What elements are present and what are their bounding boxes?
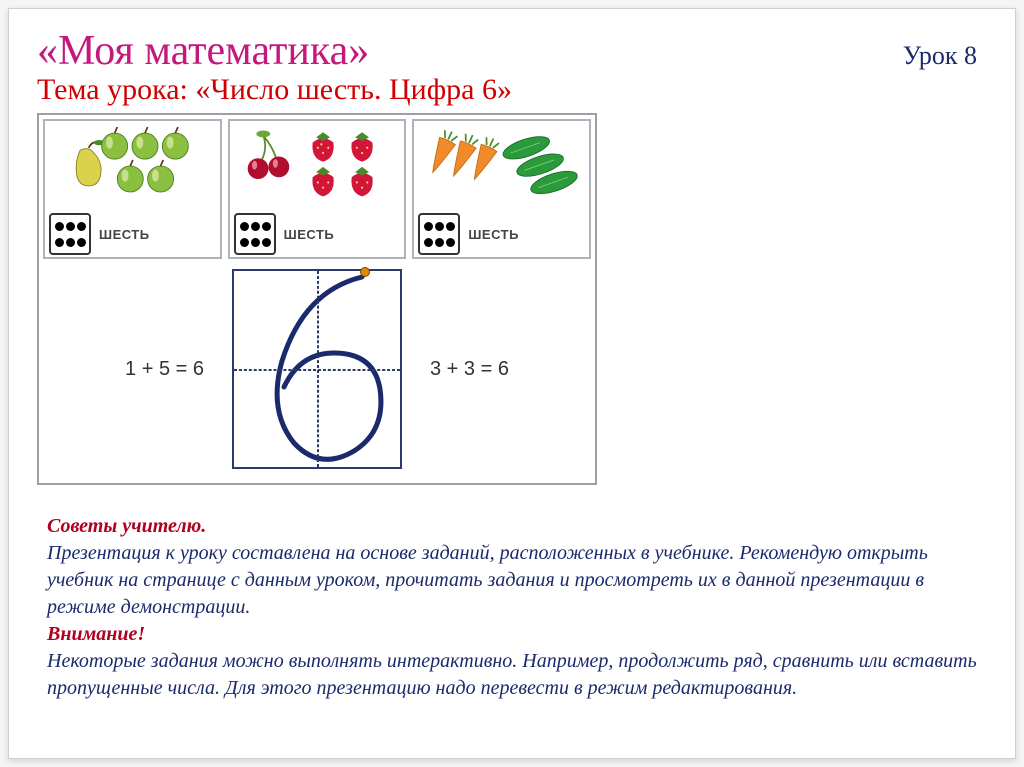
dice-six-icon: [234, 213, 276, 255]
label-row: ШЕСТЬ: [234, 213, 401, 255]
berries-icon: [234, 125, 401, 207]
equation-right: 3 + 3 = 6: [430, 358, 509, 381]
advice-heading-2: Внимание!: [47, 623, 145, 645]
cards-row: ШЕСТЬ: [43, 119, 591, 259]
six-label: ШЕСТЬ: [284, 227, 335, 242]
label-row: ШЕСТЬ: [418, 213, 585, 255]
card-berries: ШЕСТЬ: [228, 119, 407, 259]
slide: «Моя математика» Урок 8 Тема урока: «Чис…: [8, 8, 1016, 759]
apples-icon: [49, 125, 216, 207]
dice-six-icon: [49, 213, 91, 255]
vegetables-icon: [418, 125, 585, 207]
topic-title: Тема урока: «Число шесть. Цифра 6»: [37, 73, 987, 107]
card-fruits-apples: ШЕСТЬ: [43, 119, 222, 259]
stroke-start-dot: [360, 267, 370, 277]
label-row: ШЕСТЬ: [49, 213, 216, 255]
six-label: ШЕСТЬ: [99, 227, 150, 242]
digit-six-box: [232, 269, 402, 469]
teacher-advice: Советы учителю. Презентация к уроку сост…: [37, 513, 987, 702]
digit-six-icon: [234, 271, 404, 471]
figure-panel: ШЕСТЬ: [37, 113, 597, 485]
equations-row: 1 + 5 = 6 3 + 3 = 6: [43, 269, 591, 479]
equation-left: 1 + 5 = 6: [125, 358, 204, 381]
main-title: «Моя математика»: [37, 27, 369, 75]
dice-six-icon: [418, 213, 460, 255]
guide-vline: [317, 271, 319, 467]
six-label: ШЕСТЬ: [468, 227, 519, 242]
lesson-number: Урок 8: [903, 41, 977, 71]
advice-heading-1: Советы учителю.: [47, 515, 206, 537]
header-row: «Моя математика» Урок 8: [37, 27, 987, 75]
advice-paragraph-2: Некоторые задания можно выполнять интера…: [47, 650, 977, 699]
advice-paragraph-1: Презентация к уроку составлена на основе…: [47, 542, 928, 618]
card-vegetables: ШЕСТЬ: [412, 119, 591, 259]
